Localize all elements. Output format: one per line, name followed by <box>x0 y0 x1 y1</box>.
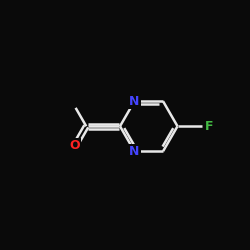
Text: N: N <box>129 95 140 108</box>
Text: F: F <box>204 120 213 133</box>
Text: N: N <box>129 145 140 158</box>
Text: O: O <box>70 139 80 152</box>
